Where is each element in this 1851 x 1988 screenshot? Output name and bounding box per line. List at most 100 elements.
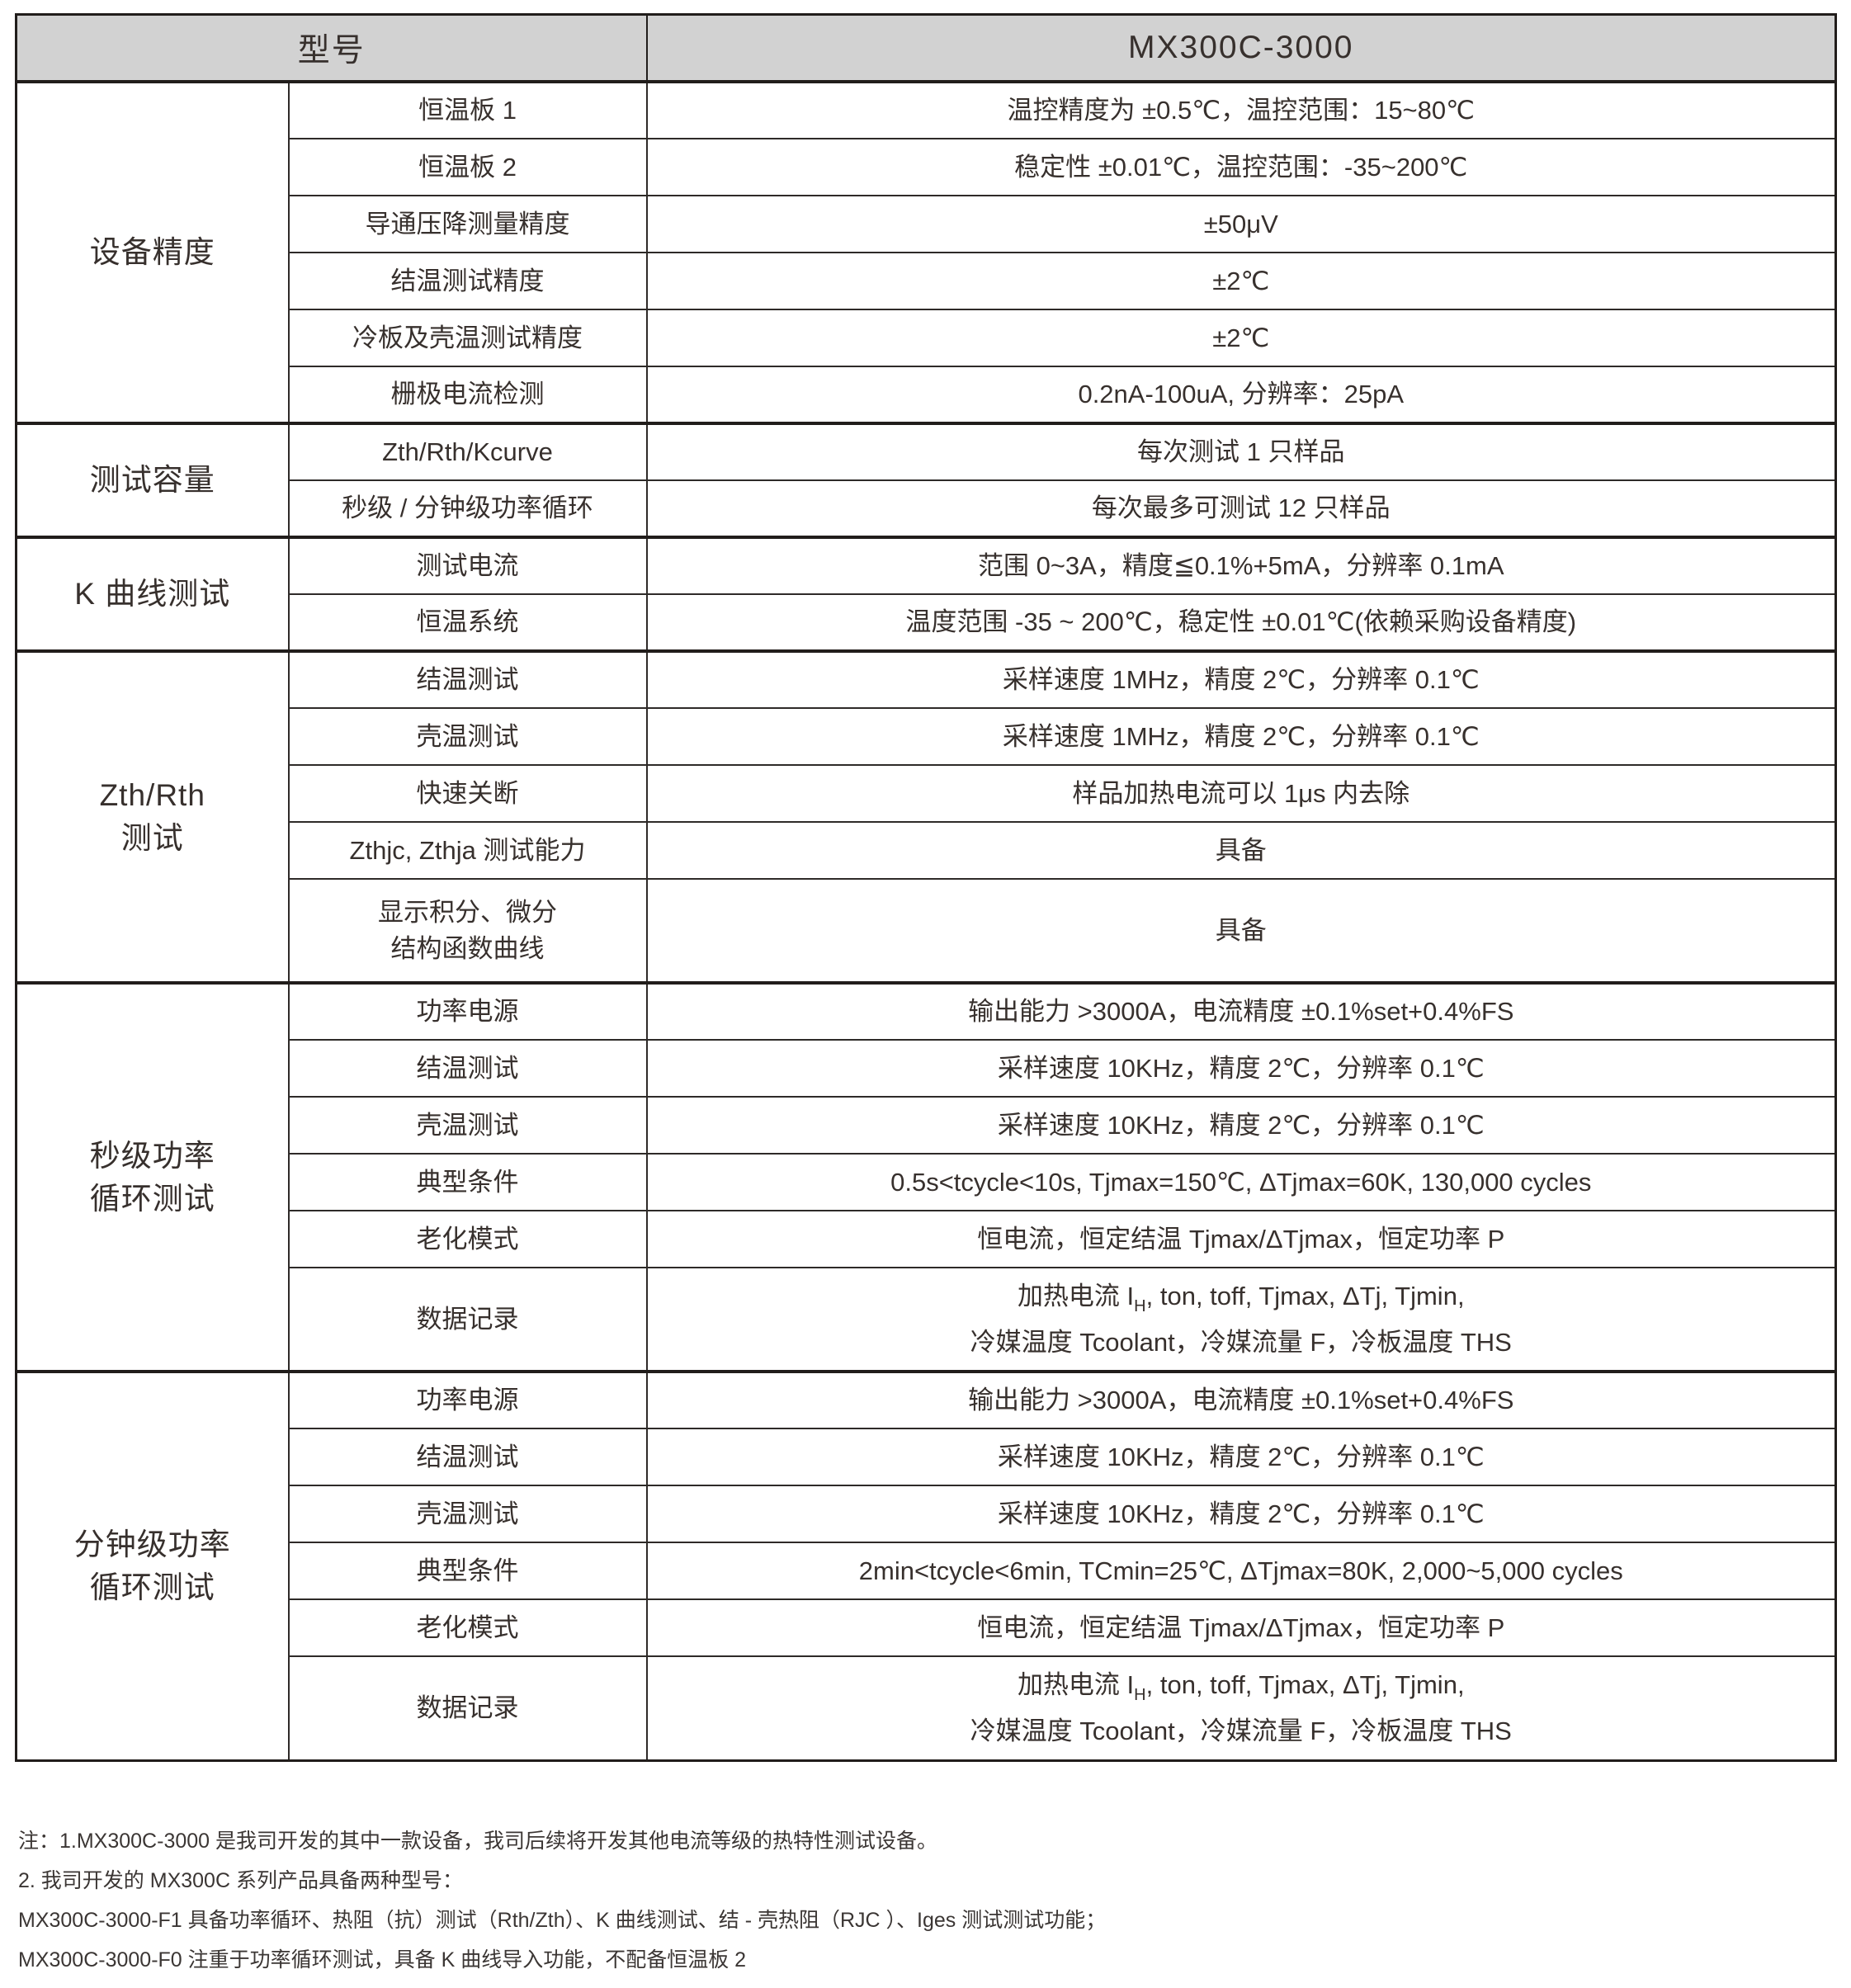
group-line: 秒级功率 xyxy=(89,1138,215,1173)
row-label: 结温测试 xyxy=(288,1428,648,1485)
spec-row: 栅极电流检测 0.2nA-100uA, 分辨率：25pA xyxy=(17,366,1836,423)
spec-row: 恒温系统 温度范围 -35 ~ 200℃，稳定性 ±0.01℃(依赖采购设备精度… xyxy=(17,593,1836,651)
row-value: 稳定性 ±0.01℃，温控范围：-35~200℃ xyxy=(646,138,1836,196)
row-label: 秒级 / 分钟级功率循环 xyxy=(288,479,648,537)
spec-row: 数据记录 加热电流 IH, ton, toff, Tjmax, ΔTj, Tjm… xyxy=(17,1267,1836,1372)
row-label: 测试电流 xyxy=(288,536,648,594)
spec-row: 老化模式 恒电流，恒定结温 Tjmax/ΔTjmax，恒定功率 P xyxy=(17,1210,1836,1268)
spec-row: Zth/Rth 测试 结温测试 采样速度 1MHz，精度 2℃，分辨率 0.1℃ xyxy=(16,649,1836,983)
group-line: 分钟级功率 xyxy=(73,1527,231,1561)
row-value: 采样速度 1MHz，精度 2℃，分辨率 0.1℃ xyxy=(646,649,1836,708)
spec-row: 典型条件 0.5s<tcycle<10s, Tjmax=150℃, ΔTjmax… xyxy=(17,1153,1836,1211)
note-line: 2. 我司开发的 MX300C 系列产品具备两种型号： xyxy=(18,1869,463,1892)
row-value: 采样速度 10KHz，精度 2℃，分辨率 0.1℃ xyxy=(646,1096,1836,1154)
note-line: MX300C-3000-F1 具备功率循环、热阻（抗）测试（Rth/Zth）、K… xyxy=(18,1909,1107,1932)
row-label: 恒温板 1 xyxy=(288,80,648,139)
row-value: 每次测试 1 只样品 xyxy=(646,422,1836,480)
row-value: 样品加热电流可以 1μs 内去除 xyxy=(646,764,1836,822)
row-label: 功率电源 xyxy=(288,981,648,1040)
row-value: 恒电流，恒定结温 Tjmax/ΔTjmax，恒定功率 P xyxy=(646,1598,1836,1656)
row-value: 温控精度为 ±0.5℃，温控范围：15~80℃ xyxy=(646,80,1836,139)
spec-row: 结温测试 采样速度 10KHz，精度 2℃，分辨率 0.1℃ xyxy=(17,1039,1836,1097)
row-label: 壳温测试 xyxy=(288,707,648,765)
model-label-header: 型号 xyxy=(16,14,647,83)
spec-row: 测试容量 Zth/Rth/Kcurve 每次测试 1 只样品 xyxy=(16,422,1836,537)
spec-row: 典型条件 2min<tcycle<6min, TCmin=25℃, ΔTjmax… xyxy=(17,1542,1836,1599)
spec-row: 显示积分、微分 结构函数曲线 具备 xyxy=(17,878,1836,983)
footnotes: 注：1.MX300C-3000 是我司开发的其中一款设备，我司后续将开发其他电流… xyxy=(18,1830,1834,1988)
spec-row: 设备精度 恒温板 1 温控精度为 ±0.5℃，温控范围：15~80℃ xyxy=(16,80,1836,423)
group-line: Zth/Rth xyxy=(99,778,205,812)
spec-row: 壳温测试 采样速度 1MHz，精度 2℃，分辨率 0.1℃ xyxy=(17,707,1836,765)
spec-row: 壳温测试 采样速度 10KHz，精度 2℃，分辨率 0.1℃ xyxy=(17,1096,1836,1154)
row-label: 老化模式 xyxy=(288,1210,648,1268)
spec-row: 分钟级功率 循环测试 功率电源 输出能力 >3000A，电流精度 ±0.1%se… xyxy=(16,1370,1836,1760)
row-value: 输出能力 >3000A，电流精度 ±0.1%set+0.4%FS xyxy=(646,981,1836,1040)
row-value: 范围 0~3A，精度≦0.1%+5mA，分辨率 0.1mA xyxy=(646,536,1836,594)
row-value: 每次最多可测试 12 只样品 xyxy=(646,479,1836,537)
section-group-label: 测试容量 xyxy=(16,422,290,537)
row-label: Zth/Rth/Kcurve xyxy=(288,422,648,480)
row-label: 恒温板 2 xyxy=(288,138,648,196)
row-label: 壳温测试 xyxy=(288,1485,648,1542)
row-value: 输出能力 >3000A，电流精度 ±0.1%set+0.4%FS xyxy=(646,1370,1836,1428)
spec-row: 数据记录 加热电流 IH, ton, toff, Tjmax, ΔTj, Tjm… xyxy=(17,1655,1836,1760)
group-line: 循环测试 xyxy=(89,1181,215,1216)
row-value: 采样速度 10KHz，精度 2℃，分辨率 0.1℃ xyxy=(646,1428,1836,1485)
spec-row: 导通压降测量精度 ±50μV xyxy=(17,195,1836,253)
note-line: MX300C-3000-F0 注重于功率循环测试，具备 K 曲线导入功能，不配备… xyxy=(18,1948,747,1971)
spec-row: 快速关断 样品加热电流可以 1μs 内去除 xyxy=(17,764,1836,822)
row-label: 栅极电流检测 xyxy=(288,366,648,423)
row-label: 功率电源 xyxy=(288,1370,648,1428)
row-label: 壳温测试 xyxy=(288,1096,648,1154)
row-value: ±2℃ xyxy=(646,252,1836,309)
row-value: 采样速度 10KHz，精度 2℃，分辨率 0.1℃ xyxy=(646,1485,1836,1542)
spec-row: 恒温板 2 稳定性 ±0.01℃，温控范围：-35~200℃ xyxy=(17,138,1836,196)
value-line: 冷媒温度 Tcoolant，冷媒流量 F，冷板温度 THS xyxy=(970,1716,1512,1745)
section-group-label: 设备精度 xyxy=(16,80,290,423)
header-row: 型号 MX300C-3000 xyxy=(16,14,1836,83)
spec-row: 结温测试精度 ±2℃ xyxy=(17,252,1836,309)
row-label: 快速关断 xyxy=(288,764,648,822)
row-label: 结温测试 xyxy=(288,649,648,708)
spec-row: 结温测试 采样速度 10KHz，精度 2℃，分辨率 0.1℃ xyxy=(17,1428,1836,1485)
row-value: 具备 xyxy=(646,821,1836,879)
row-value: ±50μV xyxy=(646,195,1836,253)
spec-row: 秒级 / 分钟级功率循环 每次最多可测试 12 只样品 xyxy=(17,479,1836,537)
row-label: 数据记录 xyxy=(288,1267,648,1372)
row-value: 0.2nA-100uA, 分辨率：25pA xyxy=(646,366,1836,423)
group-line: 循环测试 xyxy=(89,1570,215,1604)
spec-row: K 曲线测试 测试电流 范围 0~3A，精度≦0.1%+5mA，分辨率 0.1m… xyxy=(16,536,1836,651)
group-line: 测试 xyxy=(120,821,184,855)
row-label: 老化模式 xyxy=(288,1598,648,1656)
spec-row: 壳温测试 采样速度 10KHz，精度 2℃，分辨率 0.1℃ xyxy=(17,1485,1836,1542)
spec-row: 秒级功率 循环测试 功率电源 输出能力 >3000A，电流精度 ±0.1%set… xyxy=(16,981,1836,1372)
row-value: 采样速度 1MHz，精度 2℃，分辨率 0.1℃ xyxy=(646,707,1836,765)
section-group-label: K 曲线测试 xyxy=(16,536,290,651)
value-line: 加热电流 IH, ton, toff, Tjmax, ΔTj, Tjmin, xyxy=(1017,1669,1465,1704)
row-label: 典型条件 xyxy=(288,1542,648,1599)
row-value: 加热电流 IH, ton, toff, Tjmax, ΔTj, Tjmin, 冷… xyxy=(646,1267,1836,1372)
row-label: 冷板及壳温测试精度 xyxy=(288,309,648,366)
label-line: 显示积分、微分 xyxy=(378,897,557,927)
row-label: 恒温系统 xyxy=(288,593,648,651)
row-label: 数据记录 xyxy=(288,1655,648,1760)
spec-row: Zthjc, Zthja 测试能力 具备 xyxy=(17,821,1836,879)
row-value: 具备 xyxy=(646,878,1836,983)
value-line: 加热电流 IH, ton, toff, Tjmax, ΔTj, Tjmin, xyxy=(1017,1281,1465,1315)
row-value: 采样速度 10KHz，精度 2℃，分辨率 0.1℃ xyxy=(646,1039,1836,1097)
row-value: 温度范围 -35 ~ 200℃，稳定性 ±0.01℃(依赖采购设备精度) xyxy=(646,593,1836,651)
section-group-label: 秒级功率 循环测试 xyxy=(16,981,290,1372)
row-label: 显示积分、微分 结构函数曲线 xyxy=(288,878,648,983)
subscript: H xyxy=(1134,1685,1146,1704)
row-value: ±2℃ xyxy=(646,309,1836,366)
row-label: 典型条件 xyxy=(288,1153,648,1211)
subscript: H xyxy=(1134,1296,1146,1315)
spec-table: 型号 MX300C-3000 设备精度 恒温板 1 温控精度为 ±0.5℃，温控… xyxy=(15,13,1837,1762)
spec-row: 冷板及壳温测试精度 ±2℃ xyxy=(17,309,1836,366)
row-value: 2min<tcycle<6min, TCmin=25℃, ΔTjmax=80K,… xyxy=(646,1542,1836,1599)
row-value: 加热电流 IH, ton, toff, Tjmax, ΔTj, Tjmin, 冷… xyxy=(646,1655,1836,1760)
note-line: 注：1.MX300C-3000 是我司开发的其中一款设备，我司后续将开发其他电流… xyxy=(18,1830,938,1853)
spec-row: 老化模式 恒电流，恒定结温 Tjmax/ΔTjmax，恒定功率 P xyxy=(17,1598,1836,1656)
